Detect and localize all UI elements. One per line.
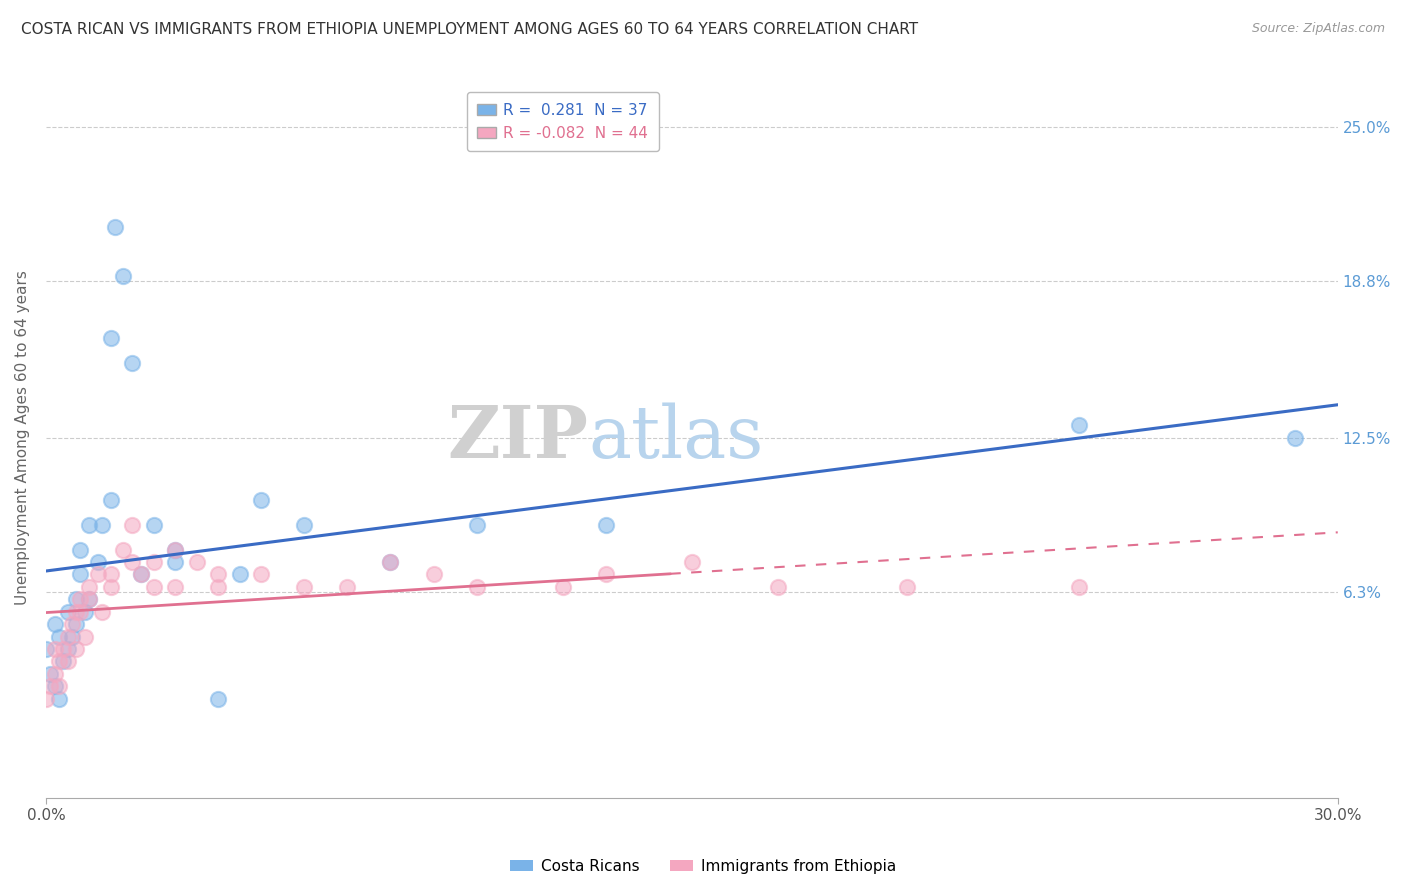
Point xyxy=(44,666,66,681)
Point xyxy=(56,605,79,619)
Point xyxy=(44,617,66,632)
Point xyxy=(165,580,187,594)
Point xyxy=(142,517,165,532)
Point xyxy=(465,517,488,532)
Point xyxy=(336,580,359,594)
Point xyxy=(91,605,114,619)
Point xyxy=(129,567,152,582)
Point xyxy=(86,567,108,582)
Point xyxy=(60,617,83,632)
Point xyxy=(39,679,62,693)
Point xyxy=(142,580,165,594)
Point xyxy=(207,580,229,594)
Point xyxy=(1069,580,1091,594)
Point xyxy=(77,592,100,607)
Text: atlas: atlas xyxy=(589,402,763,473)
Point xyxy=(44,679,66,693)
Point xyxy=(65,617,87,632)
Point xyxy=(65,592,87,607)
Point xyxy=(165,555,187,569)
Text: ZIP: ZIP xyxy=(447,402,589,474)
Point xyxy=(896,580,918,594)
Point xyxy=(48,691,70,706)
Point xyxy=(1069,418,1091,433)
Point xyxy=(56,630,79,644)
Point xyxy=(551,580,574,594)
Point xyxy=(100,331,122,345)
Point xyxy=(65,605,87,619)
Point xyxy=(121,356,143,370)
Point xyxy=(60,630,83,644)
Point xyxy=(465,580,488,594)
Point xyxy=(73,605,96,619)
Point xyxy=(595,517,617,532)
Point xyxy=(77,517,100,532)
Point xyxy=(100,567,122,582)
Point xyxy=(681,555,703,569)
Point xyxy=(48,679,70,693)
Point xyxy=(766,580,789,594)
Point xyxy=(52,642,75,657)
Point xyxy=(39,666,62,681)
Point xyxy=(69,592,91,607)
Point xyxy=(165,542,187,557)
Text: Source: ZipAtlas.com: Source: ZipAtlas.com xyxy=(1251,22,1385,36)
Point xyxy=(48,630,70,644)
Point xyxy=(52,654,75,668)
Point xyxy=(100,492,122,507)
Point xyxy=(35,691,58,706)
Legend: R =  0.281  N = 37, R = -0.082  N = 44: R = 0.281 N = 37, R = -0.082 N = 44 xyxy=(467,92,659,152)
Point xyxy=(77,592,100,607)
Point xyxy=(380,555,402,569)
Text: COSTA RICAN VS IMMIGRANTS FROM ETHIOPIA UNEMPLOYMENT AMONG AGES 60 TO 64 YEARS C: COSTA RICAN VS IMMIGRANTS FROM ETHIOPIA … xyxy=(21,22,918,37)
Point xyxy=(73,630,96,644)
Point xyxy=(69,542,91,557)
Point xyxy=(77,580,100,594)
Point xyxy=(35,642,58,657)
Y-axis label: Unemployment Among Ages 60 to 64 years: Unemployment Among Ages 60 to 64 years xyxy=(15,270,30,605)
Point xyxy=(422,567,444,582)
Point xyxy=(207,691,229,706)
Point xyxy=(91,517,114,532)
Point xyxy=(207,567,229,582)
Point xyxy=(250,492,273,507)
Legend: Costa Ricans, Immigrants from Ethiopia: Costa Ricans, Immigrants from Ethiopia xyxy=(505,853,901,880)
Point xyxy=(292,580,315,594)
Point xyxy=(380,555,402,569)
Point xyxy=(129,567,152,582)
Point xyxy=(112,269,135,284)
Point xyxy=(595,567,617,582)
Point xyxy=(112,542,135,557)
Point xyxy=(121,517,143,532)
Point xyxy=(69,567,91,582)
Point xyxy=(48,654,70,668)
Point xyxy=(100,580,122,594)
Point xyxy=(142,555,165,569)
Point xyxy=(165,542,187,557)
Point xyxy=(56,654,79,668)
Point xyxy=(44,642,66,657)
Point xyxy=(1284,431,1306,445)
Point xyxy=(292,517,315,532)
Point xyxy=(250,567,273,582)
Point xyxy=(121,555,143,569)
Point xyxy=(229,567,252,582)
Point xyxy=(86,555,108,569)
Point xyxy=(56,642,79,657)
Point xyxy=(186,555,208,569)
Point xyxy=(65,642,87,657)
Point xyxy=(69,605,91,619)
Point xyxy=(104,219,127,234)
